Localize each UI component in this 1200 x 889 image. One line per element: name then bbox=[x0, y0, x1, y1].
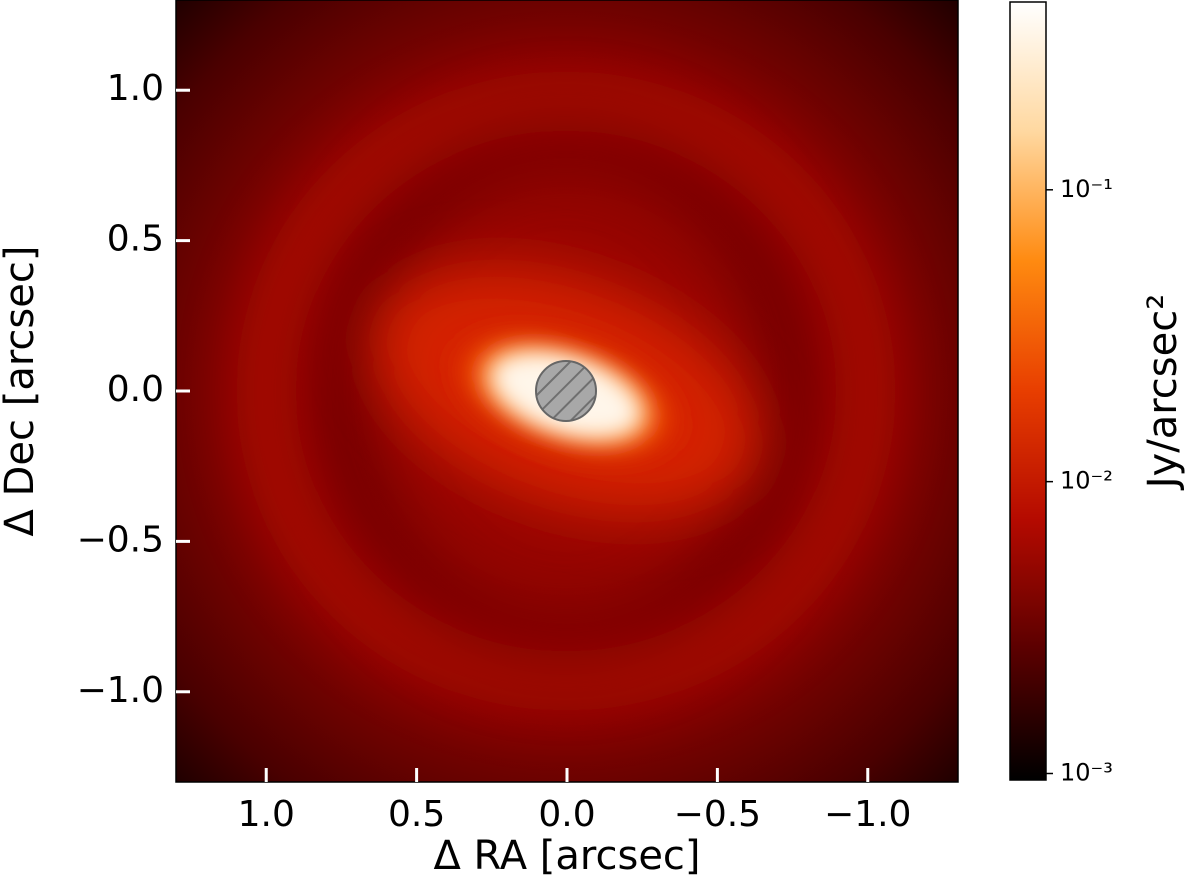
colorbar-tick-label: 10⁻² bbox=[1060, 467, 1113, 495]
colorbar: 10⁻³ 10⁻² 10⁻¹ bbox=[1009, 1, 1113, 786]
colorbar-tick-label: 10⁻³ bbox=[1060, 758, 1113, 786]
y-tick-label: 0.5 bbox=[107, 219, 164, 260]
colorbar-label: Jy/arcsec² bbox=[1140, 294, 1186, 492]
colorbar-fill bbox=[1009, 1, 1047, 781]
x-tick-label: −1.0 bbox=[824, 794, 911, 835]
y-tick-label: 0.0 bbox=[107, 369, 164, 410]
x-tick-label: 1.0 bbox=[238, 794, 295, 835]
y-tick-label: −1.0 bbox=[77, 670, 164, 711]
x-tick-label: −0.5 bbox=[674, 794, 761, 835]
image bbox=[176, 0, 958, 782]
y-tick-label: −0.5 bbox=[77, 519, 164, 560]
y-axis-label: Δ Dec [arcsec] bbox=[0, 246, 43, 537]
beam bbox=[535, 360, 597, 422]
x-tick-label: 0.5 bbox=[388, 794, 445, 835]
colorbar-tick-label: 10⁻¹ bbox=[1060, 175, 1113, 203]
x-axis-label: Δ RA [arcsec] bbox=[433, 833, 700, 879]
x-tick-label: 0.0 bbox=[538, 794, 595, 835]
y-tick-label: 1.0 bbox=[107, 68, 164, 109]
